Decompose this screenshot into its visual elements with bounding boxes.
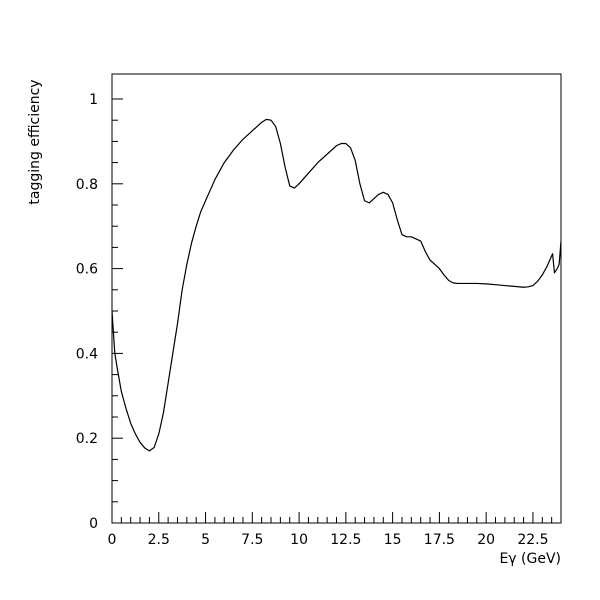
y-tick-label: 0.6 bbox=[76, 262, 98, 278]
x-tick-label: 22.5 bbox=[517, 532, 548, 548]
x-axis-label: Eγ (GeV) bbox=[499, 551, 561, 567]
y-axis-label: tagging efficiency bbox=[27, 79, 43, 204]
axis-ticks bbox=[111, 98, 562, 524]
series-layer bbox=[111, 118, 562, 452]
y-tick-label: 0.2 bbox=[76, 431, 98, 447]
x-tick-label: 2.5 bbox=[148, 532, 170, 548]
plot-frame bbox=[111, 73, 562, 524]
y-tick-label: 0.4 bbox=[76, 346, 98, 362]
x-tick-label: 10 bbox=[290, 532, 308, 548]
plot-border bbox=[111, 73, 562, 524]
tick-labels: 0 2.5 5 7.5 10 12.5 15 17.5 20 22.5 0 0.2 0.4 0.6 0.8 1 bbox=[76, 92, 549, 548]
x-tick-label: 7.5 bbox=[241, 532, 263, 548]
x-tick-label: 20 bbox=[477, 532, 495, 548]
x-tick-label: 17.5 bbox=[424, 532, 455, 548]
x-tick-label: 15 bbox=[384, 532, 402, 548]
x-tick-label: 5 bbox=[201, 532, 210, 548]
y-tick-label: 1 bbox=[89, 92, 98, 108]
y-tick-label: 0 bbox=[89, 516, 98, 532]
y-tick-label: 0.8 bbox=[76, 177, 98, 193]
x-tick-label: 0 bbox=[108, 532, 117, 548]
series-line bbox=[111, 118, 562, 452]
x-tick-label: 12.5 bbox=[330, 532, 361, 548]
